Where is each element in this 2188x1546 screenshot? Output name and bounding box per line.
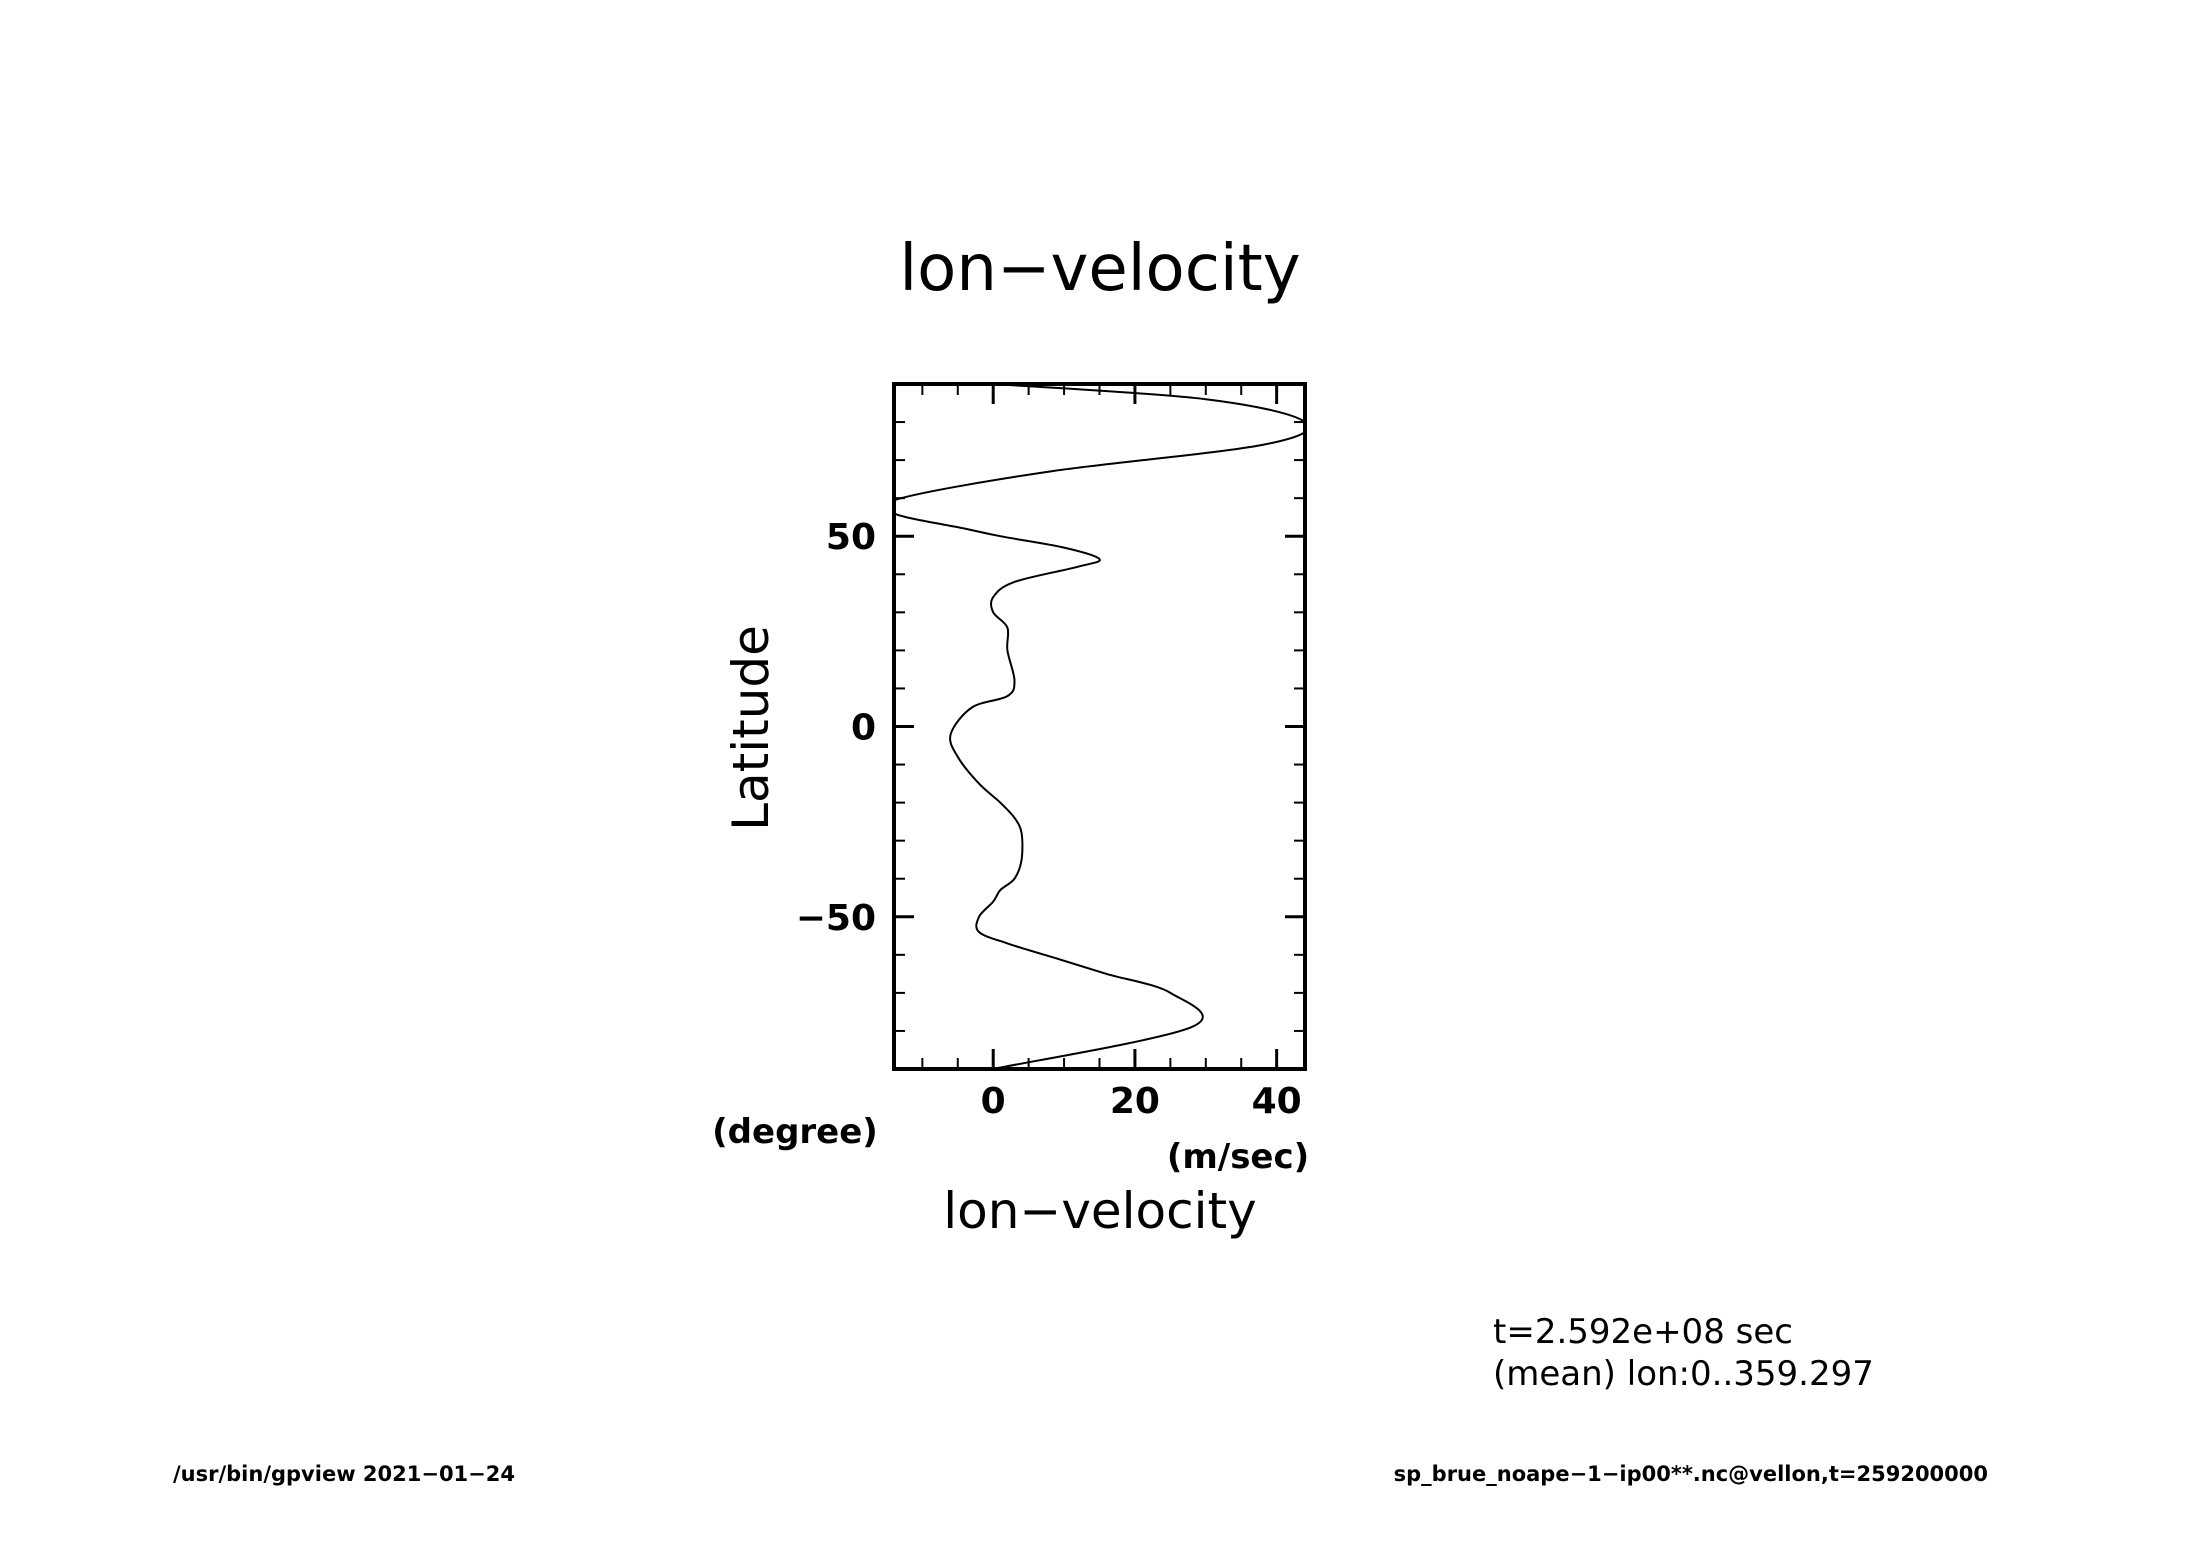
x-tick-label: 40 bbox=[1252, 1081, 1302, 1122]
series-line-0 bbox=[894, 384, 1305, 1069]
x-tick-label: 20 bbox=[1110, 1081, 1160, 1122]
y-tick-label: −50 bbox=[796, 898, 876, 939]
time-info: t=2.592e+08 sec bbox=[1493, 1312, 1793, 1352]
y-axis-unit: (degree) bbox=[712, 1112, 878, 1152]
x-tick-label: 0 bbox=[981, 1081, 1006, 1122]
x-axis-label: lon−velocity bbox=[943, 1182, 1256, 1240]
plot-area: 0 20 40 −50 0 50 bbox=[796, 382, 1307, 1122]
mean-info: (mean) lon:0..359.297 bbox=[1493, 1354, 1874, 1394]
y-tick-label: 0 bbox=[851, 708, 876, 749]
x-axis-unit: (m/sec) bbox=[1167, 1137, 1309, 1177]
footer-right: sp_brue_noape−1−ip00**.nc@vellon,t=25920… bbox=[1394, 1462, 1988, 1486]
y-tick-label: 50 bbox=[826, 517, 876, 558]
footer-left: /usr/bin/gpview 2021−01−24 bbox=[173, 1462, 515, 1486]
chart-title: lon−velocity bbox=[899, 232, 1300, 306]
y-axis-label: Latitude bbox=[722, 625, 780, 831]
